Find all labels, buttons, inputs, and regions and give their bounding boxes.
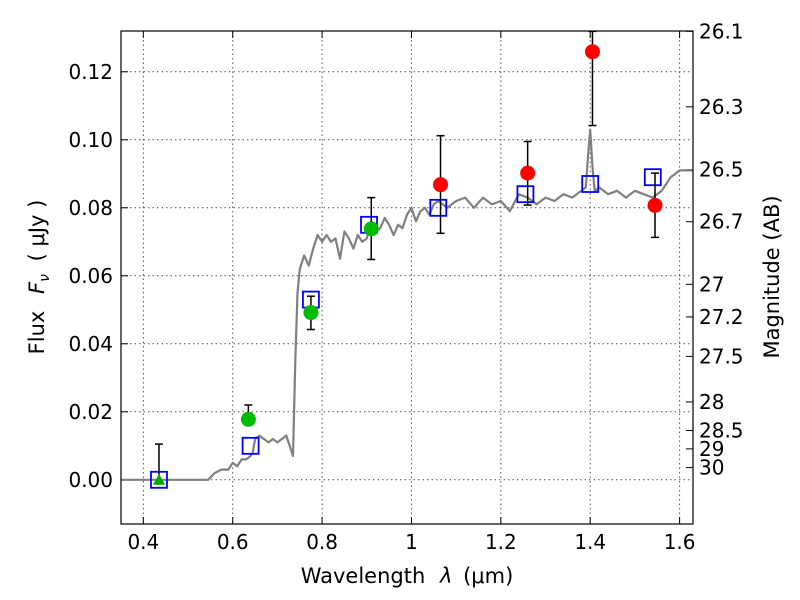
data-point <box>363 221 379 237</box>
model-photometry-square <box>516 185 535 204</box>
model-photometry-square <box>643 168 662 187</box>
y-tick-label: 0.04 <box>68 332 113 356</box>
y-axis-label: Flux Fν ( μJy ) <box>25 200 54 355</box>
y2-tick-label: 27.2 <box>699 305 744 329</box>
axes-frame <box>120 30 694 525</box>
y2-tick-label: 26.5 <box>699 158 744 182</box>
x-tick-label: 0.4 <box>127 530 159 554</box>
x-tick-label: 0.6 <box>217 530 249 554</box>
y-tick-label: 0.00 <box>68 468 113 492</box>
tick-labels: 0.4 0.6 0.8 1 1.2 1.4 1.6 0.00 0.02 0.04 0.06 0.08 0… <box>68 19 743 554</box>
model-photometry-square <box>581 175 600 193</box>
y2-tick-label: 27.5 <box>699 344 744 368</box>
data-point <box>520 165 536 181</box>
model-spectrum-line <box>121 128 693 481</box>
upper-limit-marker <box>152 473 165 485</box>
y-tick-label: 0.06 <box>68 264 113 288</box>
y2-tick-label: 30 <box>699 456 724 480</box>
y-tick-label: 0.08 <box>68 196 113 220</box>
grid <box>121 31 693 524</box>
model-photometry-square <box>241 436 260 455</box>
x-tick-label: 0.8 <box>306 530 338 554</box>
data-point <box>240 411 256 427</box>
model-photometry-square <box>429 198 448 217</box>
y-tick-label: 0.02 <box>68 400 113 424</box>
y2-tick-label: 27 <box>699 272 724 296</box>
x-tick-label: 1.2 <box>485 530 517 554</box>
x-tick-label: 1 <box>405 530 418 554</box>
y2-tick-label: 26.1 <box>699 19 744 43</box>
y2-axis-label: Magnitude (AB) <box>760 195 784 358</box>
data-point <box>303 305 319 321</box>
plot-area <box>121 30 693 489</box>
data-point <box>647 197 663 213</box>
y-tick-label: 0.12 <box>68 60 113 84</box>
axis-ticks <box>121 30 693 524</box>
y2-tick-label: 29 <box>699 437 724 461</box>
x-tick-label: 1.4 <box>574 530 606 554</box>
x-tick-label: 1.6 <box>664 530 696 554</box>
x-axis-label: Wavelength λ (μm) <box>301 564 514 588</box>
y-tick-label: 0.10 <box>68 128 113 152</box>
data-point <box>584 44 600 60</box>
data-point <box>433 177 449 193</box>
y2-tick-label: 26.7 <box>699 210 744 234</box>
y2-tick-label: 28 <box>699 390 724 414</box>
y2-tick-label: 28.5 <box>699 419 744 443</box>
y2-tick-label: 26.3 <box>699 95 744 119</box>
